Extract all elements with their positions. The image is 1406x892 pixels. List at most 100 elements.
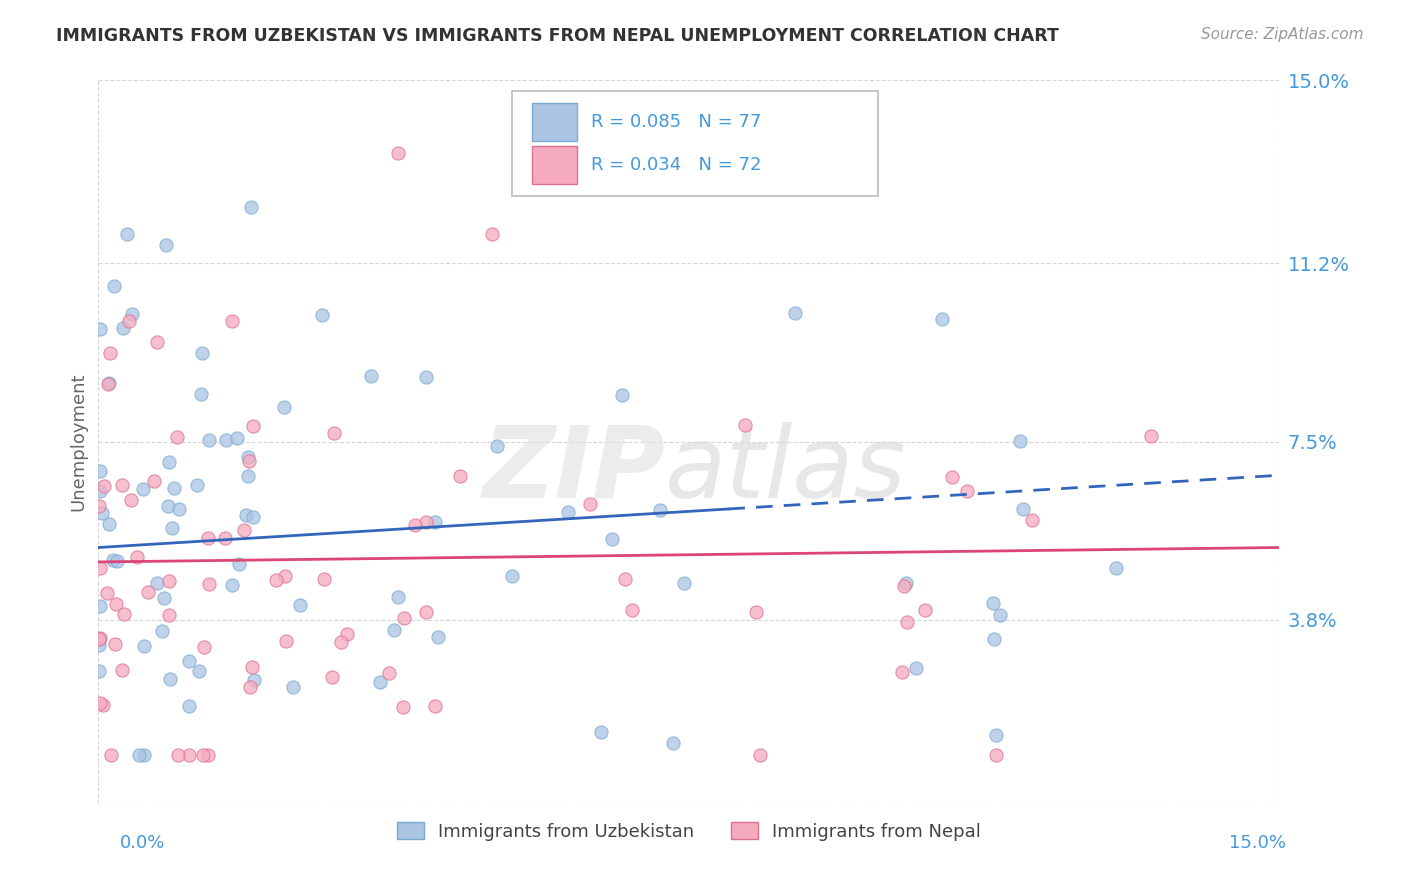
Text: 15.0%: 15.0% xyxy=(1229,834,1286,852)
Text: IMMIGRANTS FROM UZBEKISTAN VS IMMIGRANTS FROM NEPAL UNEMPLOYMENT CORRELATION CHA: IMMIGRANTS FROM UZBEKISTAN VS IMMIGRANTS… xyxy=(56,27,1059,45)
Point xyxy=(264,574,287,588)
Point xyxy=(941,470,963,484)
Point xyxy=(89,483,111,498)
Point xyxy=(415,369,437,384)
Point xyxy=(132,747,155,762)
Point xyxy=(153,591,176,605)
Point xyxy=(620,603,643,617)
Point xyxy=(956,483,979,498)
Point xyxy=(111,663,134,677)
Point xyxy=(984,747,1007,762)
Point xyxy=(221,314,243,328)
Point xyxy=(392,699,415,714)
Point xyxy=(501,569,523,583)
Point xyxy=(984,728,1007,742)
Point xyxy=(112,607,135,621)
Point xyxy=(274,568,297,582)
Point xyxy=(89,631,111,645)
Y-axis label: Unemployment: Unemployment xyxy=(69,372,87,511)
Point xyxy=(1140,429,1163,443)
Point xyxy=(981,596,1004,610)
Point xyxy=(368,675,391,690)
Point xyxy=(423,699,446,714)
Point xyxy=(734,417,756,432)
Point xyxy=(896,615,918,630)
Point xyxy=(233,523,256,537)
Point xyxy=(193,640,215,655)
Point xyxy=(157,499,180,513)
Point xyxy=(97,517,120,532)
Point xyxy=(98,346,121,360)
Point xyxy=(783,306,806,320)
Point xyxy=(894,576,917,591)
Bar xyxy=(531,146,576,184)
Point xyxy=(89,638,111,652)
Point xyxy=(169,501,191,516)
Point xyxy=(360,368,382,383)
Point xyxy=(387,145,409,160)
Point xyxy=(242,510,264,524)
Text: Source: ZipAtlas.com: Source: ZipAtlas.com xyxy=(1201,27,1364,42)
Point xyxy=(481,227,503,242)
Point xyxy=(89,322,111,336)
Point xyxy=(157,574,180,588)
Text: R = 0.085   N = 77: R = 0.085 N = 77 xyxy=(591,113,761,131)
Point xyxy=(96,376,118,391)
Point xyxy=(128,747,150,762)
Point xyxy=(672,576,695,591)
Point xyxy=(228,558,250,572)
Point xyxy=(163,481,186,495)
Point xyxy=(239,680,262,694)
Point xyxy=(988,607,1011,622)
Point xyxy=(240,200,263,214)
Point xyxy=(87,632,110,646)
Point xyxy=(186,477,208,491)
Point xyxy=(221,578,243,592)
Point xyxy=(423,515,446,529)
Point xyxy=(136,585,159,599)
Point xyxy=(891,665,914,679)
Point xyxy=(238,454,260,468)
Point xyxy=(983,632,1005,646)
Point xyxy=(125,549,148,564)
Point xyxy=(404,517,426,532)
Point xyxy=(160,521,183,535)
Point xyxy=(323,425,346,440)
Point xyxy=(415,516,437,530)
Point xyxy=(105,554,128,568)
Point xyxy=(166,430,188,444)
Point xyxy=(387,590,409,604)
Text: 0.0%: 0.0% xyxy=(120,834,165,852)
Point xyxy=(589,725,612,739)
Point xyxy=(236,469,259,483)
Point xyxy=(242,419,264,434)
Point xyxy=(132,482,155,496)
Point xyxy=(274,633,297,648)
Point xyxy=(89,561,111,575)
Point xyxy=(311,308,333,322)
Point xyxy=(330,635,353,649)
Point xyxy=(485,439,508,453)
Legend: Immigrants from Uzbekistan, Immigrants from Nepal: Immigrants from Uzbekistan, Immigrants f… xyxy=(389,814,988,848)
Point xyxy=(121,307,143,321)
Point xyxy=(89,465,111,479)
Point xyxy=(557,505,579,519)
Point xyxy=(749,747,772,762)
Point xyxy=(146,576,169,591)
Point xyxy=(1105,561,1128,575)
Point xyxy=(197,747,219,762)
Point xyxy=(235,508,257,523)
Point xyxy=(188,664,211,678)
Point xyxy=(112,321,135,335)
Point xyxy=(93,698,115,713)
Point xyxy=(394,611,416,625)
Point xyxy=(415,605,437,619)
Point xyxy=(197,531,219,545)
Point xyxy=(745,606,768,620)
Point xyxy=(166,747,188,762)
Point xyxy=(190,346,212,360)
Point xyxy=(610,388,633,402)
FancyBboxPatch shape xyxy=(512,91,877,196)
Point xyxy=(157,455,180,469)
Text: ZIP: ZIP xyxy=(482,422,665,519)
